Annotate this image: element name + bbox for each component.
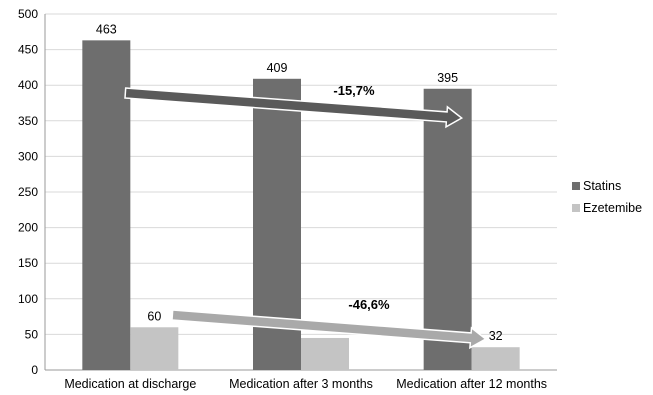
y-tick-label: 500: [18, 7, 38, 21]
bar-ezetemibe-1: [301, 337, 349, 370]
annotation-statins-change: -15,7%: [333, 83, 375, 98]
y-tick-label: 450: [18, 43, 38, 57]
data-label: 60: [147, 309, 161, 323]
trend-arrow: [171, 309, 488, 350]
trend-arrows: -15,7% -46,6%: [124, 83, 488, 350]
y-axis: 0 50 100 150 200 250 300 350 400 450 500: [18, 7, 46, 377]
bar-statins-2: [423, 88, 472, 370]
data-labels: 463 60 409 395 32: [96, 22, 503, 343]
bar-ezetemibe-0: [130, 327, 179, 370]
bar-ezetemibe-2: [471, 347, 520, 370]
y-tick-label: 250: [18, 185, 38, 199]
annotation-ezetemibe-change: -46,6%: [348, 297, 390, 312]
y-tick-label: 400: [18, 78, 38, 92]
legend: Statins Ezetemibe: [572, 179, 642, 215]
data-label: 32: [489, 329, 503, 343]
y-tick-label: 350: [18, 114, 38, 128]
y-tick-label: 300: [18, 149, 38, 163]
x-category-label: Medication at discharge: [64, 377, 196, 391]
y-tick-label: 100: [18, 292, 38, 306]
x-category-label: Medication after 12 months: [396, 377, 547, 391]
data-label: 395: [437, 71, 458, 85]
data-label: 463: [96, 22, 117, 36]
legend-swatch-ezetemibe: [572, 204, 580, 212]
legend-label-statins: Statins: [583, 179, 621, 193]
y-tick-label: 50: [25, 327, 39, 341]
y-tick-label: 150: [18, 256, 38, 270]
data-label: 409: [267, 61, 288, 75]
bar-statins-0: [82, 40, 131, 371]
y-tick-label: 200: [18, 221, 38, 235]
legend-swatch-statins: [572, 182, 580, 190]
legend-label-ezetemibe: Ezetemibe: [583, 201, 642, 215]
bars: [82, 40, 520, 371]
trend-arrow: [124, 87, 464, 129]
y-tick-label: 0: [31, 363, 38, 377]
x-category-label: Medication after 3 months: [229, 377, 373, 391]
x-axis: Medication at discharge Medication after …: [64, 377, 547, 391]
